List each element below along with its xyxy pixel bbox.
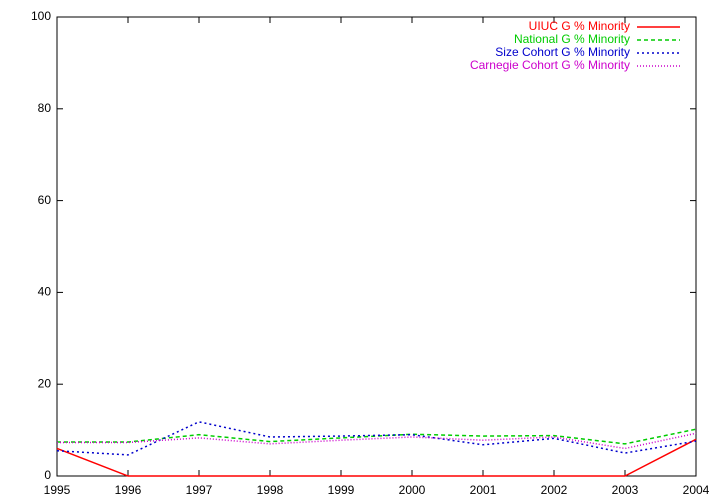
series-line bbox=[57, 428, 697, 445]
x-tick-label: 2004 bbox=[683, 483, 710, 497]
x-tick-label: 1997 bbox=[186, 483, 213, 497]
y-tick-label: 20 bbox=[38, 376, 52, 390]
legend-label: UIUC G % Minority bbox=[529, 19, 630, 33]
series-line bbox=[57, 432, 697, 450]
x-tick-label: 1999 bbox=[328, 483, 355, 497]
x-tick-label: 1995 bbox=[44, 483, 71, 497]
x-tick-label: 1998 bbox=[257, 483, 284, 497]
y-tick-label: 0 bbox=[44, 468, 51, 482]
y-tick-label: 100 bbox=[31, 9, 51, 23]
y-tick-label: 40 bbox=[38, 285, 52, 299]
y-tick-label: 80 bbox=[38, 101, 52, 115]
series-line bbox=[56, 438, 697, 477]
y-tick-label: 60 bbox=[38, 193, 52, 207]
plot-frame bbox=[56, 16, 697, 477]
x-tick-label: 2003 bbox=[612, 483, 639, 497]
legend-label: Size Cohort G % Minority bbox=[495, 45, 630, 59]
legend-label: Carnegie Cohort G % Minority bbox=[470, 58, 630, 72]
x-tick-label: 1996 bbox=[115, 483, 142, 497]
x-tick-label: 2000 bbox=[399, 483, 426, 497]
legend-label: National G % Minority bbox=[514, 32, 630, 46]
series-line bbox=[56, 421, 697, 456]
x-tick-label: 2002 bbox=[541, 483, 568, 497]
x-tick-label: 2001 bbox=[470, 483, 497, 497]
